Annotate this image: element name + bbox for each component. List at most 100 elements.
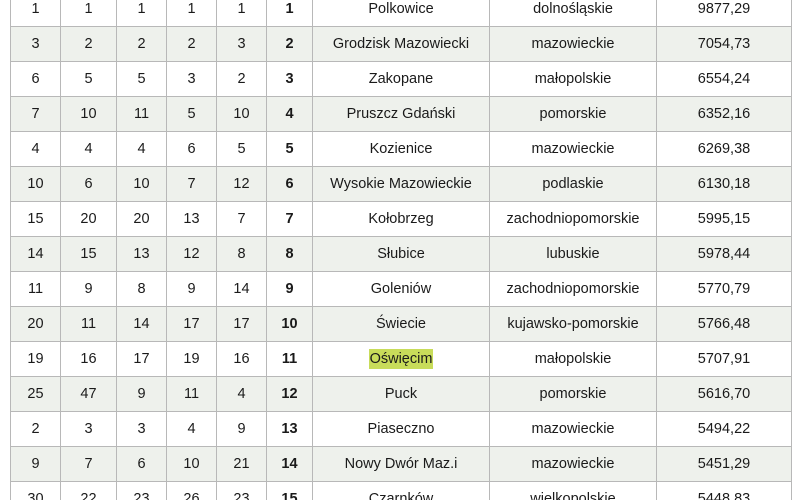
- rank-history-4-cell: 26: [166, 481, 217, 500]
- rank-history-5-cell: 10: [216, 96, 267, 132]
- city-cell: Kozienice: [312, 131, 490, 167]
- rank-history-5-cell: 7: [216, 201, 267, 237]
- rank-history-3-cell: 6: [116, 446, 167, 482]
- rank-history-1-cell: 19: [10, 341, 61, 377]
- voivodeship-cell: małopolskie: [489, 341, 657, 377]
- city-cell: Kołobrzeg: [312, 201, 490, 237]
- rank-history-3-cell: 2: [116, 26, 167, 62]
- city-cell: Zakopane: [312, 61, 490, 97]
- rank-history-2-cell: 2: [60, 26, 117, 62]
- value-cell: 5448,83: [656, 481, 792, 500]
- value-cell: 5978,44: [656, 236, 792, 272]
- rank-history-3-cell: 3: [116, 411, 167, 447]
- city-name: Zakopane: [368, 71, 434, 87]
- rank-history-3-cell: 11: [116, 96, 167, 132]
- rank-history-3-cell: 17: [116, 341, 167, 377]
- voivodeship-cell: zachodniopomorskie: [489, 271, 657, 307]
- value-cell: 5770,79: [656, 271, 792, 307]
- rank-history-2-cell: 15: [60, 236, 117, 272]
- rank-history-2-cell: 1: [60, 0, 117, 27]
- current-rank-cell: 7: [266, 201, 313, 237]
- rank-history-2-cell: 20: [60, 201, 117, 237]
- rank-history-2-cell: 5: [60, 61, 117, 97]
- city-cell: Puck: [312, 376, 490, 412]
- rank-history-5-cell: 12: [216, 166, 267, 202]
- rank-history-4-cell: 2: [166, 26, 217, 62]
- table-row: 3 2 2 2 3 2 Grodzisk Mazowiecki mazowieckie 7054…: [10, 26, 792, 62]
- rank-history-4-cell: 11: [166, 376, 217, 412]
- city-name: Wysokie Mazowieckie: [330, 176, 472, 192]
- rank-history-2-cell: 7: [60, 446, 117, 482]
- voivodeship-cell: wielkopolskie: [489, 481, 657, 500]
- voivodeship-cell: małopolskie: [489, 61, 657, 97]
- city-cell: Nowy Dwór Maz.i: [312, 446, 490, 482]
- rank-history-5-cell: 2: [216, 61, 267, 97]
- city-name: Świecie: [376, 316, 426, 332]
- rank-history-1-cell: 3: [10, 26, 61, 62]
- rank-history-5-cell: 1: [216, 0, 267, 27]
- current-rank-cell: 5: [266, 131, 313, 167]
- city-cell: Oświęcim: [312, 341, 490, 377]
- city-cell: Piaseczno: [312, 411, 490, 447]
- city-name: Czarnków: [368, 491, 434, 500]
- table-row: 1 1 1 1 1 1 Polkowice dolnośląskie 9877,29: [10, 0, 792, 27]
- table-row: 19 16 17 19 16 11 Oświęcim małopolskie 5707,91: [10, 341, 792, 377]
- rank-history-2-cell: 4: [60, 131, 117, 167]
- value-cell: 6269,38: [656, 131, 792, 167]
- value-cell: 5766,48: [656, 306, 792, 342]
- city-name: Kozienice: [369, 141, 433, 157]
- rank-history-3-cell: 1: [116, 0, 167, 27]
- current-rank-cell: 3: [266, 61, 313, 97]
- rank-history-4-cell: 13: [166, 201, 217, 237]
- rank-history-5-cell: 14: [216, 271, 267, 307]
- rank-history-3-cell: 23: [116, 481, 167, 500]
- rank-history-1-cell: 25: [10, 376, 61, 412]
- voivodeship-cell: dolnośląskie: [489, 0, 657, 27]
- rank-history-5-cell: 9: [216, 411, 267, 447]
- rank-history-4-cell: 7: [166, 166, 217, 202]
- city-cell: Wysokie Mazowieckie: [312, 166, 490, 202]
- city-name: Kołobrzeg: [368, 211, 434, 227]
- rank-history-3-cell: 8: [116, 271, 167, 307]
- rank-history-1-cell: 4: [10, 131, 61, 167]
- current-rank-cell: 4: [266, 96, 313, 132]
- rank-history-2-cell: 10: [60, 96, 117, 132]
- voivodeship-cell: zachodniopomorskie: [489, 201, 657, 237]
- rank-history-4-cell: 4: [166, 411, 217, 447]
- rank-history-5-cell: 23: [216, 481, 267, 500]
- current-rank-cell: 12: [266, 376, 313, 412]
- rank-history-4-cell: 12: [166, 236, 217, 272]
- table-row: 15 20 20 13 7 7 Kołobrzeg zachodniopomorskie 599…: [10, 201, 792, 237]
- voivodeship-cell: pomorskie: [489, 96, 657, 132]
- rank-history-1-cell: 15: [10, 201, 61, 237]
- table-row: 6 5 5 3 2 3 Zakopane małopolskie 6554,24: [10, 61, 792, 97]
- rank-history-2-cell: 47: [60, 376, 117, 412]
- rank-history-1-cell: 7: [10, 96, 61, 132]
- rank-history-2-cell: 9: [60, 271, 117, 307]
- voivodeship-cell: kujawsko-pomorskie: [489, 306, 657, 342]
- rank-history-4-cell: 19: [166, 341, 217, 377]
- current-rank-cell: 15: [266, 481, 313, 500]
- city-cell: Pruszcz Gdański: [312, 96, 490, 132]
- city-cell: Grodzisk Mazowiecki: [312, 26, 490, 62]
- city-cell: Czarnków: [312, 481, 490, 500]
- current-rank-cell: 11: [266, 341, 313, 377]
- rank-history-5-cell: 5: [216, 131, 267, 167]
- city-cell: Słubice: [312, 236, 490, 272]
- table-row: 30 22 23 26 23 15 Czarnków wielkopolskie 5448,83: [10, 481, 792, 500]
- rank-history-3-cell: 9: [116, 376, 167, 412]
- current-rank-cell: 2: [266, 26, 313, 62]
- rank-history-4-cell: 1: [166, 0, 217, 27]
- table-row: 4 4 4 6 5 5 Kozienice mazowieckie 6269,38: [10, 131, 792, 167]
- value-cell: 6352,16: [656, 96, 792, 132]
- value-cell: 5451,29: [656, 446, 792, 482]
- rank-history-5-cell: 3: [216, 26, 267, 62]
- voivodeship-cell: lubuskie: [489, 236, 657, 272]
- rank-history-1-cell: 1: [10, 0, 61, 27]
- rank-history-5-cell: 17: [216, 306, 267, 342]
- rank-history-3-cell: 13: [116, 236, 167, 272]
- voivodeship-cell: podlaskie: [489, 166, 657, 202]
- highlighted-city-name: Oświęcim: [368, 349, 434, 369]
- value-cell: 5995,15: [656, 201, 792, 237]
- value-cell: 6130,18: [656, 166, 792, 202]
